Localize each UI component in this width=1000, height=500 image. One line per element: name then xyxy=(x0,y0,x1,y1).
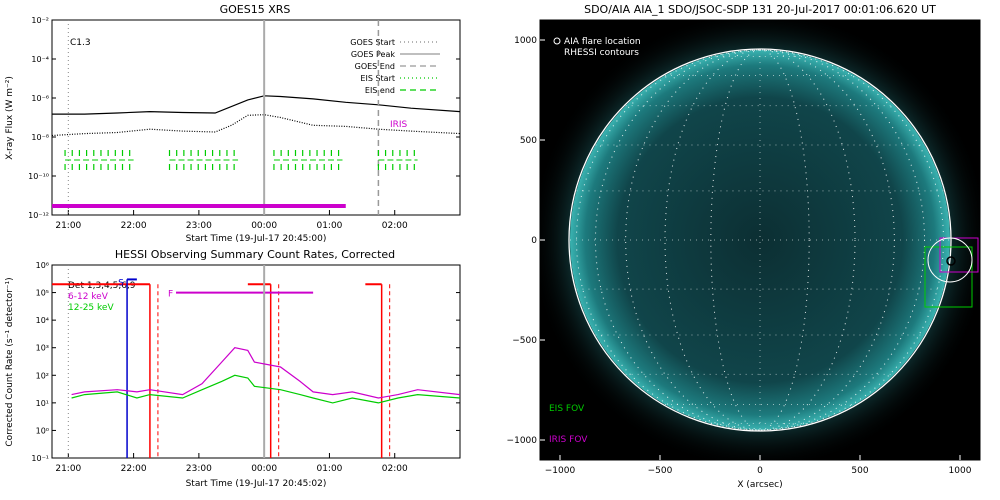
hessi-y-tick-label: 10³ xyxy=(36,344,49,353)
goes-panel: GOES15 XRS 10⁻² 10⁻⁴ 10⁻⁶ 10⁻⁸ 10⁻¹⁰ 10⁻¹² 21… xyxy=(5,3,461,244)
saa-flag-label: S xyxy=(118,278,124,288)
aia-legend-rhessi: RHESSI contours xyxy=(564,48,639,58)
aia-y-tick-label: 1000 xyxy=(514,36,537,46)
solar-limb xyxy=(568,48,952,432)
hessi-series-line-0 xyxy=(71,347,461,399)
goes-y-tick-label: 10⁻⁴ xyxy=(31,55,49,64)
goes-x-tick-label: 21:00 xyxy=(55,221,81,231)
hessi-y-tick-label: 10⁴ xyxy=(36,316,49,325)
aia-y-tick-label: −1000 xyxy=(507,436,538,446)
aia-x-tick-label: −1000 xyxy=(545,466,576,476)
aia-x-tick-label: 0 xyxy=(757,466,763,476)
goes-title: GOES15 XRS xyxy=(220,3,291,16)
aia-x-ticks: −1000 −500 0 500 1000 xyxy=(545,455,972,476)
hessi-title: HESSI Observing Summary Count Rates, Cor… xyxy=(115,248,395,261)
goes-legend-label: EIS Start xyxy=(360,74,395,83)
hessi-y-tick-label: 10⁻¹ xyxy=(31,454,49,463)
eis-fov-box xyxy=(924,246,973,308)
goes-plot-frame xyxy=(51,19,461,216)
hessi-x-tick-label: 21:00 xyxy=(55,464,81,474)
goes-legend-label: GOES End xyxy=(355,62,395,71)
hessi-xlabel: Start Time (19-Jul-17 20:45:02) xyxy=(186,479,327,489)
hessi-y-ticks: 10⁶ 10⁵ 10⁴ 10³ 10² 10¹ 10⁰ 10⁻¹ xyxy=(31,261,460,463)
hessi-x-tick-label: 02:00 xyxy=(382,464,408,474)
goes-x-tick-label: 22:00 xyxy=(121,221,147,231)
goes-x-tick-label: 00:00 xyxy=(251,221,277,231)
hessi-y-tick-label: 10¹ xyxy=(36,399,49,408)
solar-disk xyxy=(570,50,950,430)
hessi-x-tick-label: 23:00 xyxy=(186,464,212,474)
hessi-plot-frame xyxy=(51,264,461,459)
goes-x-tick-label: 01:00 xyxy=(316,221,342,231)
hessi-series-line-1 xyxy=(71,374,461,404)
goes-plot-area xyxy=(51,20,461,215)
longitude-line xyxy=(625,49,895,431)
goes-x-tick-label: 23:00 xyxy=(186,221,212,231)
rhessi-contour xyxy=(946,256,956,266)
aia-title: SDO/AIA AIA_1 SDO/JSOC-SDP 131 20-Jul-20… xyxy=(584,3,936,16)
longitude-line xyxy=(710,49,810,431)
goes-short-channel-line xyxy=(51,114,461,137)
aia-y-ticks: 1000 500 0 −500 −1000 xyxy=(507,36,545,446)
hessi-x-ticks: 21:00 22:00 23:00 00:00 01:00 02:00 xyxy=(55,453,408,474)
hessi-y-tick-label: 10⁵ xyxy=(36,289,49,298)
goes-y-tick-label: 10⁻¹⁰ xyxy=(28,172,49,181)
goes-y-tick-label: 10⁻² xyxy=(31,16,49,25)
goes-y-tick-label: 10⁻⁶ xyxy=(31,94,49,103)
aia-legend-marker xyxy=(553,37,561,45)
goes-x-tick-label: 02:00 xyxy=(382,221,408,231)
aia-y-tick-label: 500 xyxy=(520,136,537,146)
hessi-panel: HESSI Observing Summary Count Rates, Cor… xyxy=(5,248,461,489)
hessi-legend-label: 12-25 keV xyxy=(68,303,114,313)
hessi-y-tick-label: 10⁶ xyxy=(36,261,49,270)
longitude-line xyxy=(664,49,856,431)
goes-y-tick-label: 10⁻⁸ xyxy=(31,133,49,142)
goes-ylabel: X-ray Flux (W m⁻²) xyxy=(5,76,15,160)
goes-legend-label: GOES Peak xyxy=(351,50,396,59)
aia-x-tick-label: 500 xyxy=(851,466,868,476)
hessi-legend-label: Det 1,3,4,5,6,9 xyxy=(68,281,136,291)
hessi-ylabel: Corrected Count Rate (s⁻¹ detector⁻¹) xyxy=(5,277,15,446)
goes-legend: GOES Start GOES Peak GOES End EIS Start EIS … xyxy=(350,38,440,95)
aia-xlabel: X (arcsec) xyxy=(737,480,782,490)
aia-x-tick-label: −500 xyxy=(648,466,673,476)
aia-y-tick-label: −500 xyxy=(512,336,537,346)
hessi-legend-label: 6-12 keV xyxy=(68,292,109,302)
aia-iris-fov-label: IRIS FOV xyxy=(549,435,588,445)
goes-y-ticks: 10⁻² 10⁻⁴ 10⁻⁶ 10⁻⁸ 10⁻¹⁰ 10⁻¹² xyxy=(28,16,460,220)
goes-x-ticks: 21:00 22:00 23:00 00:00 01:00 02:00 xyxy=(55,210,408,231)
aia-eis-fov-label: EIS FOV xyxy=(549,404,585,414)
goes-long-channel-line xyxy=(52,95,461,115)
hessi-x-tick-label: 22:00 xyxy=(121,464,147,474)
goes-legend-label: EIS end xyxy=(365,86,395,95)
aia-panel: SDO/AIA AIA_1 SDO/JSOC-SDP 131 20-Jul-20… xyxy=(507,3,981,490)
goes-iris-label: IRIS xyxy=(390,120,408,130)
flare-flag-label: F xyxy=(168,290,173,300)
hessi-x-tick-label: 00:00 xyxy=(251,464,277,474)
goes-y-tick-label: 10⁻¹² xyxy=(28,211,49,220)
iris-fov-box xyxy=(939,237,979,273)
hessi-x-tick-label: 01:00 xyxy=(316,464,342,474)
goes-xlabel: Start Time (19-Jul-17 20:45:00) xyxy=(186,234,327,244)
hessi-y-tick-label: 10² xyxy=(36,371,49,380)
heliographic-grid xyxy=(570,49,950,431)
hessi-plot-area: SF xyxy=(52,265,461,458)
flare-location-circle xyxy=(927,237,973,283)
aia-legend-location: AIA flare location xyxy=(564,37,641,47)
hessi-y-tick-label: 10⁰ xyxy=(36,426,49,435)
goes-legend-label: GOES Start xyxy=(350,38,395,47)
aia-y-tick-label: 0 xyxy=(531,236,537,246)
goes-class-label: C1.3 xyxy=(70,38,91,48)
aia-x-tick-label: 1000 xyxy=(949,466,972,476)
